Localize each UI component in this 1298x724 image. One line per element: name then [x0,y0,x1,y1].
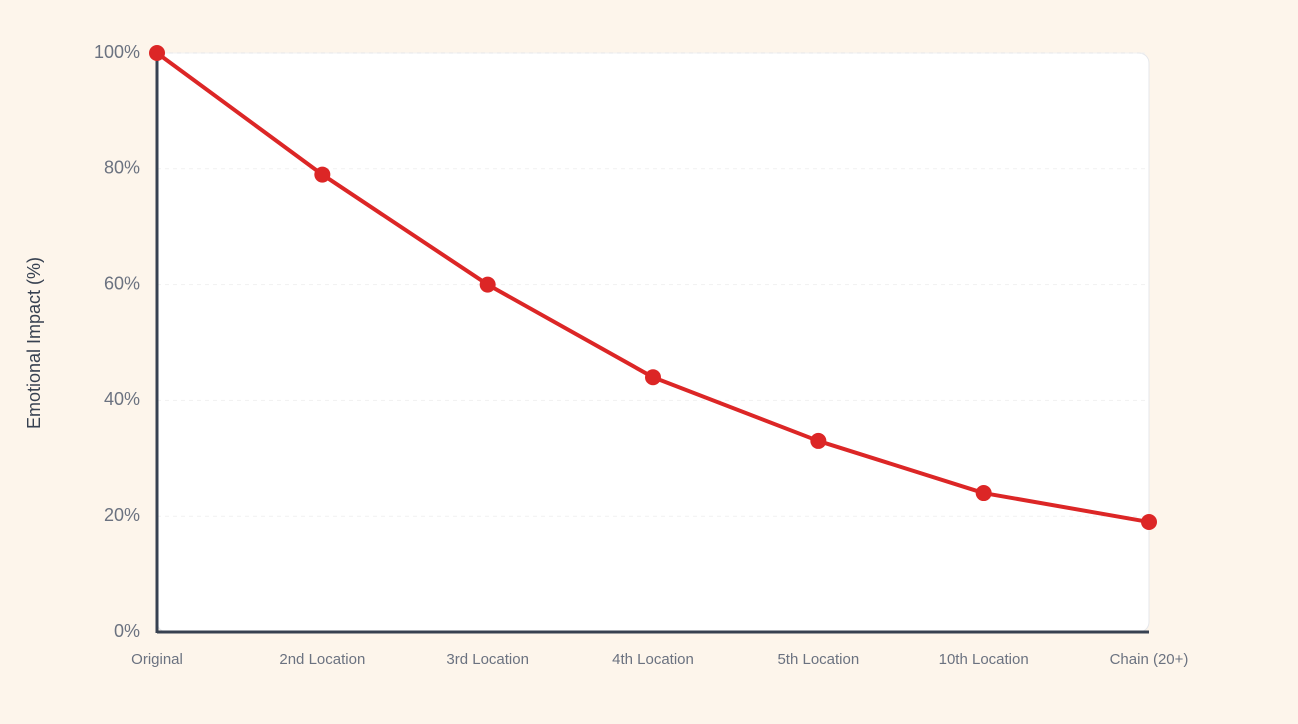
x-tick-label: Chain (20+) [1110,651,1189,668]
point [975,485,992,502]
point [1141,513,1157,530]
y-tick-label: 40% [104,389,140,409]
point [479,276,496,293]
x-tick-label: 3rd Location [446,651,529,668]
y-tick-label: 20% [104,505,140,525]
point [810,432,827,449]
x-tick-label: Original [131,651,183,668]
y-axis-label: Emotional Impact (%) [24,257,44,429]
y-tick-label: 100% [94,42,140,62]
x-tick-label: 4th Location [612,651,694,668]
point [314,166,331,183]
point [149,45,165,61]
point [645,369,661,386]
x-tick-label: 2nd Location [279,651,365,668]
y-tick-label: 80% [104,158,140,178]
x-tick-label: 10th Location [939,651,1029,668]
y-tick-label: 60% [104,273,140,293]
plot-panel [156,52,1150,633]
y-tick-label: 0% [114,621,140,641]
x-tick-label: 5th Location [777,651,859,668]
